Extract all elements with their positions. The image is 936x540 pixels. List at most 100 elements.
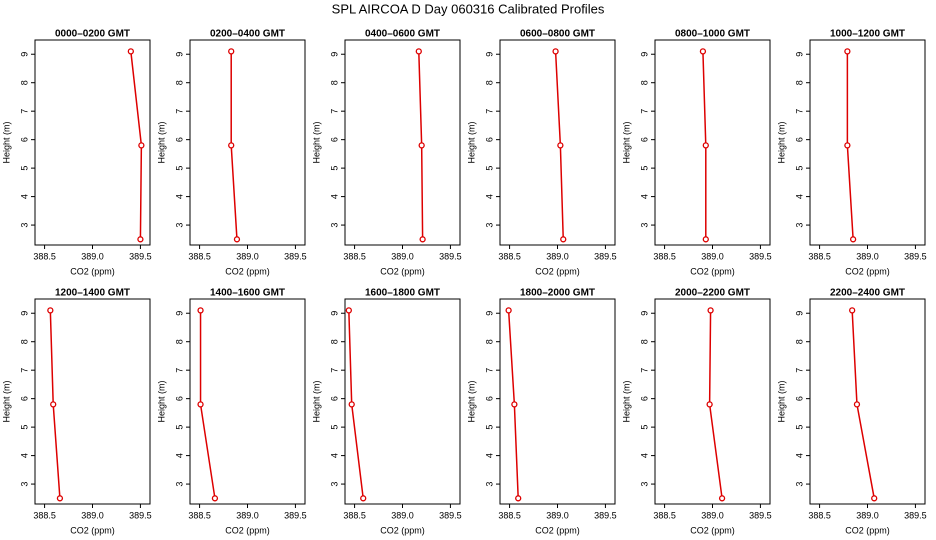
y-tick-label: 4 xyxy=(794,453,804,458)
x-tick-label: 388.5 xyxy=(188,510,211,520)
y-tick-label: 9 xyxy=(174,311,184,316)
x-axis-label: CO2 (ppm) xyxy=(535,266,580,276)
panel-title: 2000–2200 GMT xyxy=(675,288,750,299)
y-tick-label: 8 xyxy=(19,339,29,344)
panel-title: 1000–1200 GMT xyxy=(830,29,905,40)
profile-point xyxy=(228,48,235,55)
y-tick-label: 3 xyxy=(19,482,29,487)
x-axis-label: CO2 (ppm) xyxy=(690,525,735,535)
panel-title: 1800–2000 GMT xyxy=(520,288,595,299)
panel-title: 0000–0200 GMT xyxy=(55,29,130,40)
x-tick-label: 389.0 xyxy=(546,251,569,261)
y-tick-label: 8 xyxy=(329,80,339,85)
y-tick-label: 8 xyxy=(639,339,649,344)
x-tick-label: 388.5 xyxy=(33,510,56,520)
y-tick-label: 7 xyxy=(794,109,804,114)
y-tick-label: 3 xyxy=(794,223,804,228)
y-axis-label: Height (m) xyxy=(311,121,321,163)
y-tick-label: 3 xyxy=(329,223,339,228)
y-tick-label: 9 xyxy=(639,52,649,57)
x-tick-label: 389.0 xyxy=(546,510,569,520)
y-tick-label: 6 xyxy=(329,137,339,142)
x-tick-label: 388.5 xyxy=(808,251,831,261)
x-tick-label: 388.5 xyxy=(188,251,211,261)
y-tick-label: 5 xyxy=(174,166,184,171)
y-tick-label: 5 xyxy=(174,425,184,430)
y-tick-label: 9 xyxy=(174,52,184,57)
profile-point xyxy=(50,401,57,408)
x-tick-label: 388.5 xyxy=(653,251,676,261)
y-tick-label: 3 xyxy=(639,482,649,487)
x-tick-label: 389.0 xyxy=(236,251,259,261)
x-tick-label: 389.0 xyxy=(391,251,414,261)
x-tick-label: 389.5 xyxy=(904,251,927,261)
y-tick-label: 4 xyxy=(639,453,649,458)
y-tick-label: 4 xyxy=(484,453,494,458)
y-tick-label: 7 xyxy=(329,368,339,373)
plot-frame xyxy=(344,298,461,505)
profile-point xyxy=(197,401,204,408)
profile-point xyxy=(138,142,145,149)
x-tick-label: 389.5 xyxy=(284,510,307,520)
y-tick-label: 8 xyxy=(794,80,804,85)
x-tick-label: 389.0 xyxy=(236,510,259,520)
y-tick-label: 5 xyxy=(19,166,29,171)
x-tick-label: 389.0 xyxy=(856,251,879,261)
y-tick-label: 6 xyxy=(794,396,804,401)
x-axis-label: CO2 (ppm) xyxy=(845,525,890,535)
y-tick-label: 9 xyxy=(19,311,29,316)
x-tick-label: 389.5 xyxy=(439,510,462,520)
y-tick-label: 6 xyxy=(484,396,494,401)
profile-point xyxy=(233,236,241,243)
page-title: SPL AIRCOA D Day 060316 Calibrated Profi… xyxy=(332,1,605,16)
x-tick-label: 389.0 xyxy=(701,251,724,261)
x-axis-label: CO2 (ppm) xyxy=(225,266,270,276)
y-tick-label: 6 xyxy=(174,137,184,142)
profile-point xyxy=(197,307,204,314)
x-tick-label: 389.5 xyxy=(904,510,927,520)
y-tick-label: 3 xyxy=(794,482,804,487)
y-tick-label: 8 xyxy=(329,339,339,344)
y-tick-label: 4 xyxy=(794,194,804,199)
y-tick-label: 9 xyxy=(794,311,804,316)
y-tick-label: 4 xyxy=(19,194,29,199)
plot-frame xyxy=(809,39,926,246)
x-tick-label: 389.5 xyxy=(594,510,617,520)
x-tick-label: 388.5 xyxy=(808,510,831,520)
y-tick-label: 7 xyxy=(639,109,649,114)
y-tick-label: 5 xyxy=(19,425,29,430)
y-tick-label: 8 xyxy=(484,80,494,85)
panel-title: 0200–0400 GMT xyxy=(210,29,285,40)
y-axis-label: Height (m) xyxy=(621,121,631,163)
x-tick-label: 388.5 xyxy=(33,251,56,261)
y-tick-label: 6 xyxy=(639,396,649,401)
y-tick-label: 6 xyxy=(174,396,184,401)
panel-title: 1200–1400 GMT xyxy=(55,288,130,299)
x-tick-label: 389.0 xyxy=(81,510,104,520)
y-tick-label: 3 xyxy=(329,482,339,487)
profile-point xyxy=(560,236,567,243)
y-tick-label: 8 xyxy=(174,80,184,85)
profile-point xyxy=(515,495,522,502)
profile-point xyxy=(853,401,861,408)
panel-title: 1400–1600 GMT xyxy=(210,288,285,299)
y-tick-label: 9 xyxy=(639,311,649,316)
x-tick-label: 389.0 xyxy=(856,510,879,520)
y-tick-label: 6 xyxy=(19,396,29,401)
y-tick-label: 5 xyxy=(329,166,339,171)
y-tick-label: 5 xyxy=(639,425,649,430)
y-axis-label: Height (m) xyxy=(156,121,166,163)
x-tick-label: 389.0 xyxy=(701,510,724,520)
y-tick-label: 7 xyxy=(484,368,494,373)
profile-point xyxy=(552,48,559,55)
profile-point xyxy=(228,142,235,149)
panel-title: 0800–1000 GMT xyxy=(675,29,750,40)
y-axis-label: Height (m) xyxy=(621,380,631,422)
y-tick-label: 7 xyxy=(484,109,494,114)
plot-frame xyxy=(344,39,461,246)
profile-point xyxy=(47,307,54,314)
x-axis-label: CO2 (ppm) xyxy=(70,266,115,276)
x-tick-label: 389.5 xyxy=(284,251,307,261)
plot-frame xyxy=(654,39,771,246)
y-tick-label: 3 xyxy=(484,223,494,228)
